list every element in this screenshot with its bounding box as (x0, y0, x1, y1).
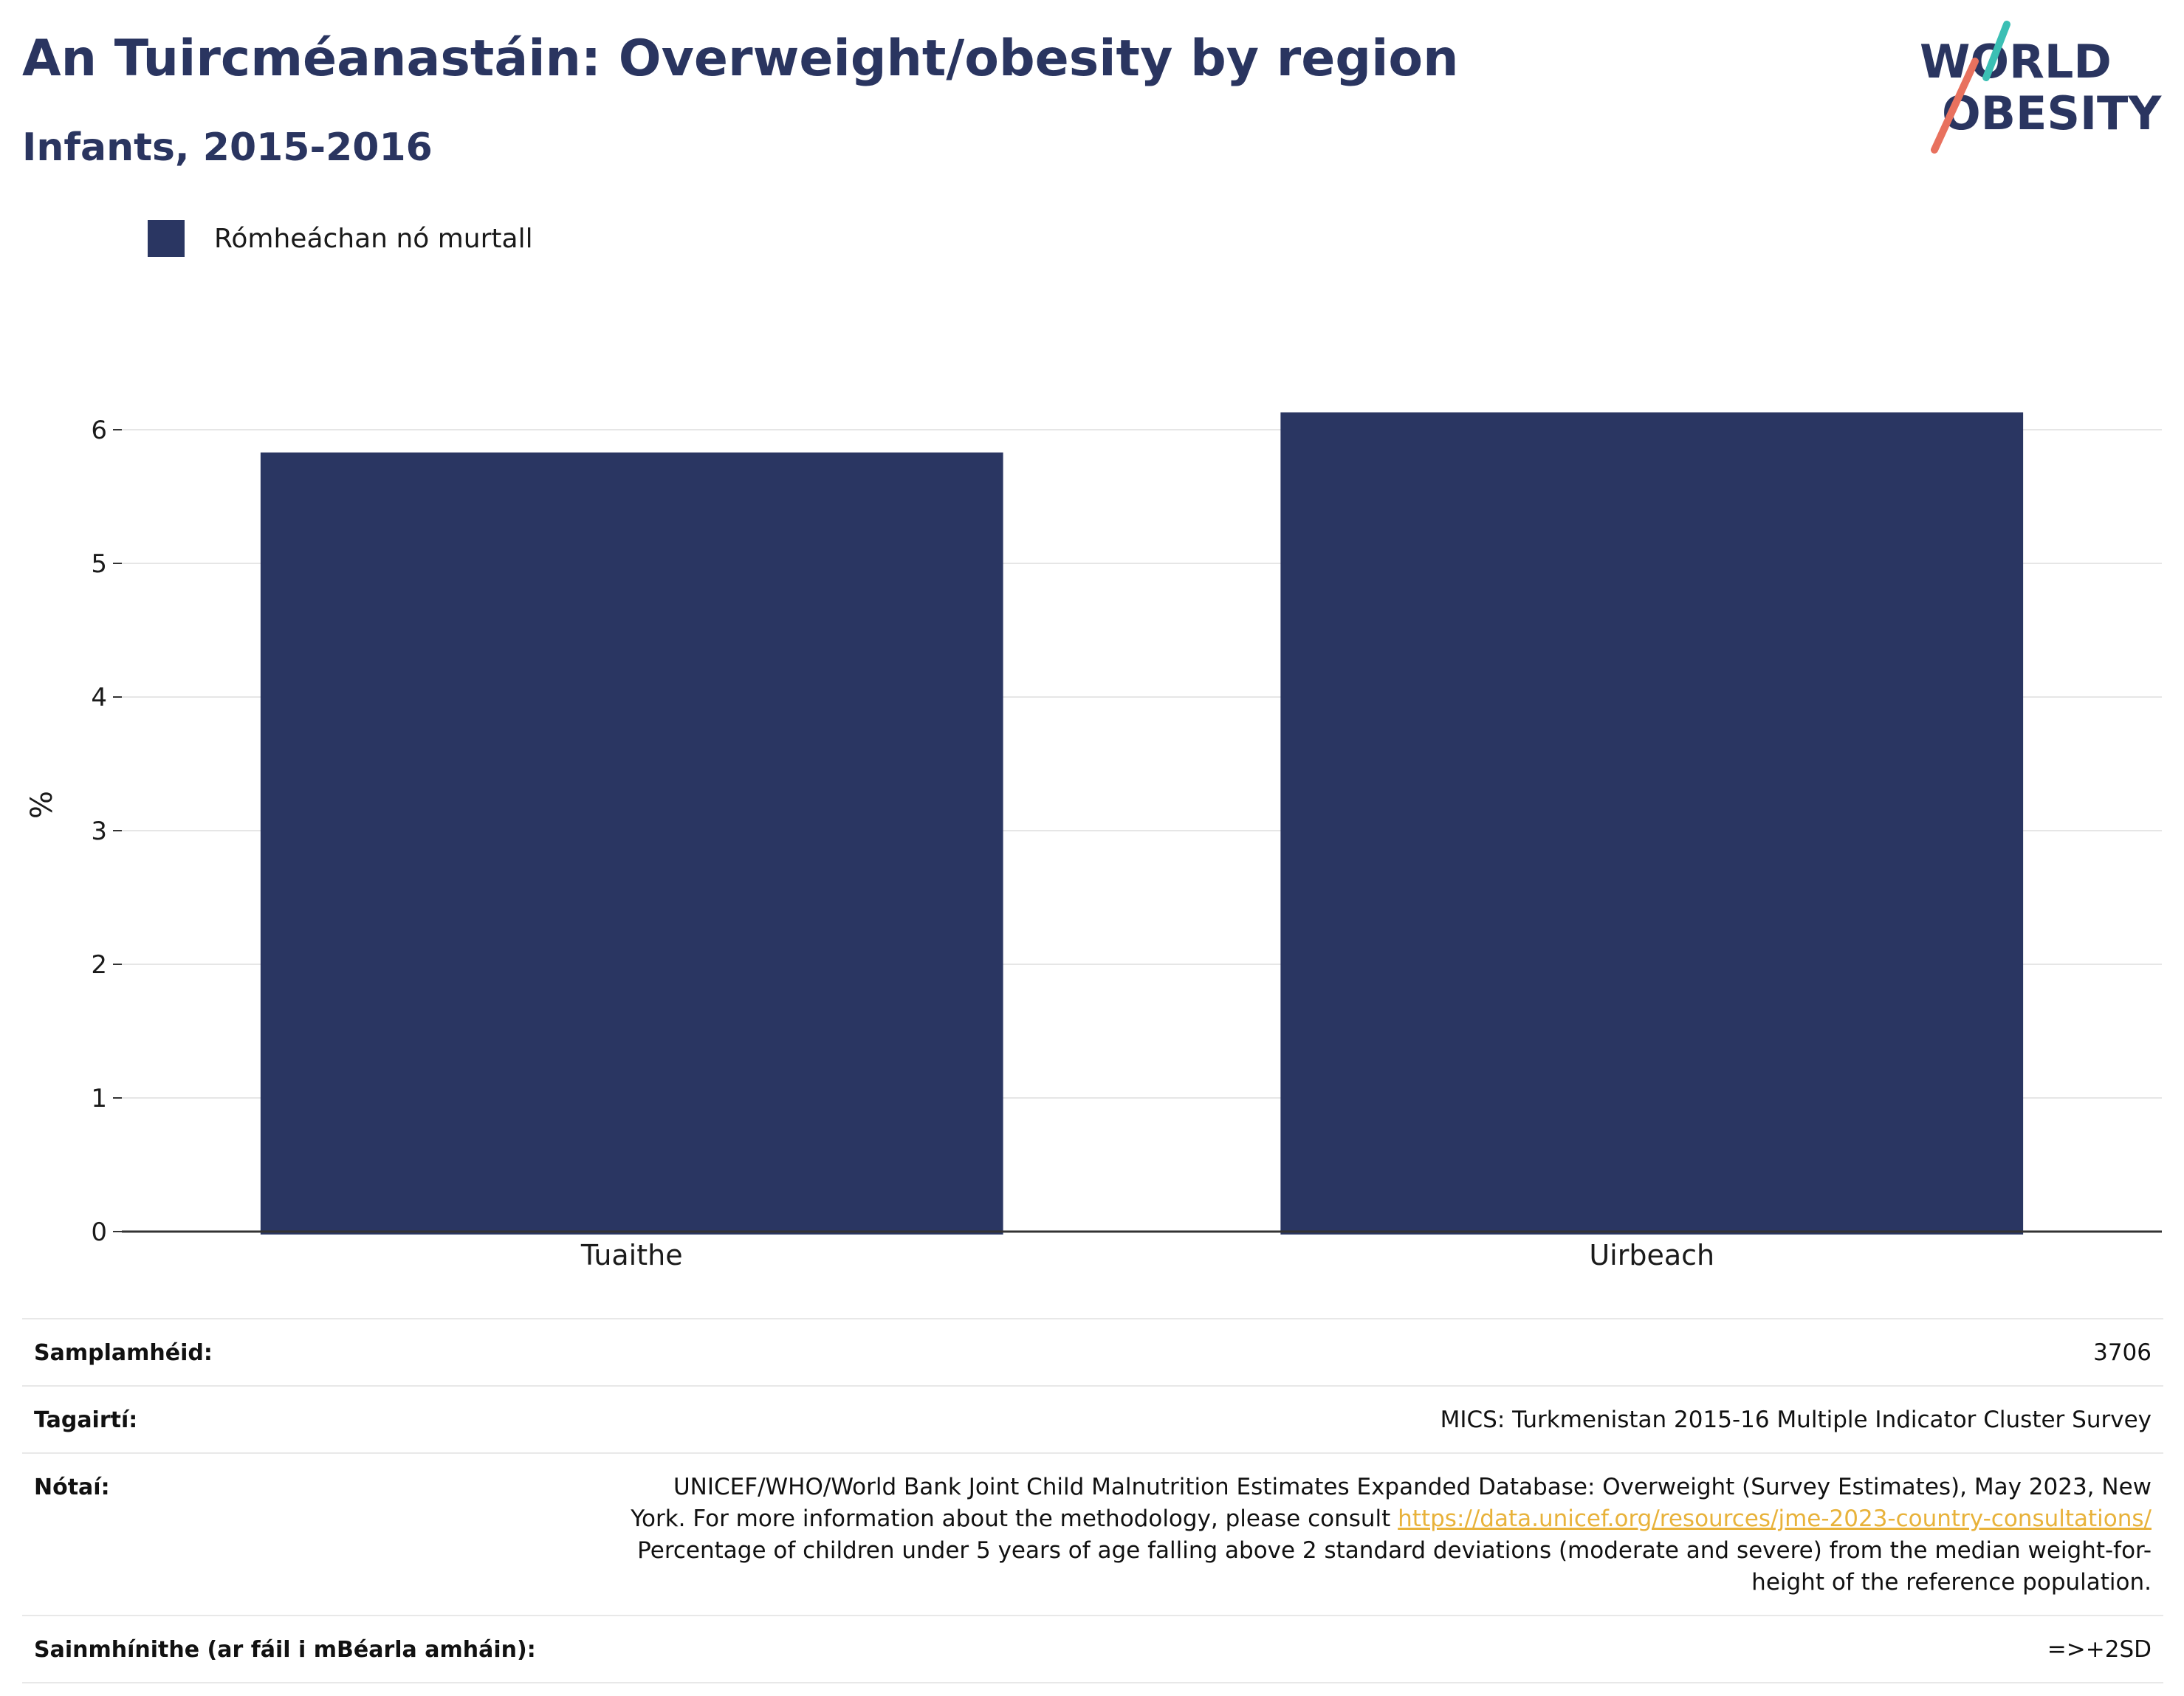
logo-slash-teal (1982, 21, 2010, 81)
y-tick-label: 6 (91, 416, 107, 445)
legend-swatch (148, 220, 185, 257)
definitions-value: =>+2SD (2047, 1636, 2152, 1663)
logo-slash-coral (1931, 58, 1979, 154)
definitions-label: Sainmhínithe (ar fáil i mBéarla amháin): (34, 1637, 536, 1663)
sample-size-row: Samplamhéid: 3706 (22, 1318, 2163, 1385)
notes-line-1: UNICEF/WHO/World Bank Joint Child Malnut… (673, 1474, 2152, 1500)
bars (260, 412, 2024, 1235)
y-tick-label: 3 (91, 817, 107, 846)
legend-label: Rómheáchan nó murtall (214, 223, 533, 254)
info-table: Samplamhéid: 3706 Tagairtí: MICS: Turkme… (22, 1318, 2163, 1683)
references-label: Tagairtí: (34, 1407, 138, 1433)
notes-line-4: height of the reference population. (1751, 1569, 2152, 1596)
logo-text-world: WORLD (1920, 35, 2112, 89)
sample-size-value: 3706 (2093, 1339, 2152, 1366)
y-tick-label: 0 (91, 1218, 107, 1247)
logo-text-obesity: OBESITY (1942, 86, 2162, 140)
world-obesity-logo: WORLD OBESITY (1920, 21, 2162, 154)
axes: 0 1 2 3 4 5 6 Tuaithe Uirbeach% (25, 416, 2162, 1271)
chart-title: An Tuircméanastáin: Overweight/obesity b… (22, 30, 1459, 88)
methodology-link[interactable]: https://data.unicef.org/resources/jme-20… (1398, 1506, 2152, 1532)
bar-chart: 0 1 2 3 4 5 6 Tuaithe Uirbeach% (25, 412, 2162, 1271)
y-tick-label: 1 (91, 1084, 107, 1113)
definitions-row: Sainmhínithe (ar fáil i mBéarla amháin):… (22, 1615, 2163, 1683)
references-value: MICS: Turkmenistan 2015-16 Multiple Indi… (1440, 1407, 2152, 1433)
notes-line-2: York. For more information about the met… (631, 1503, 2152, 1535)
notes-label: Nótaí: (34, 1474, 110, 1500)
sample-size-label: Samplamhéid: (34, 1340, 213, 1366)
notes-value: UNICEF/WHO/World Bank Joint Child Malnut… (631, 1454, 2152, 1615)
references-row: Tagairtí: MICS: Turkmenistan 2015-16 Mul… (22, 1385, 2163, 1452)
notes-row: Nótaí: UNICEF/WHO/World Bank Joint Child… (22, 1452, 2163, 1615)
notes-line-3: Percentage of children under 5 years of … (637, 1537, 2152, 1564)
chart-subtitle: Infants, 2015-2016 (22, 126, 433, 170)
legend[interactable]: Rómheáchan nó murtall (148, 218, 533, 259)
bar[interactable] (260, 452, 1003, 1235)
x-tick-label: Uirbeach (1589, 1239, 1714, 1271)
bar[interactable] (1280, 412, 2024, 1235)
notes-line-2-text: York. For more information about the met… (631, 1506, 1398, 1532)
y-tick-label: 5 (91, 549, 107, 579)
x-tick-label: Tuaithe (580, 1239, 683, 1271)
y-axis-label: % (25, 791, 59, 819)
y-tick-label: 4 (91, 683, 107, 713)
y-tick-label: 2 (91, 950, 107, 980)
